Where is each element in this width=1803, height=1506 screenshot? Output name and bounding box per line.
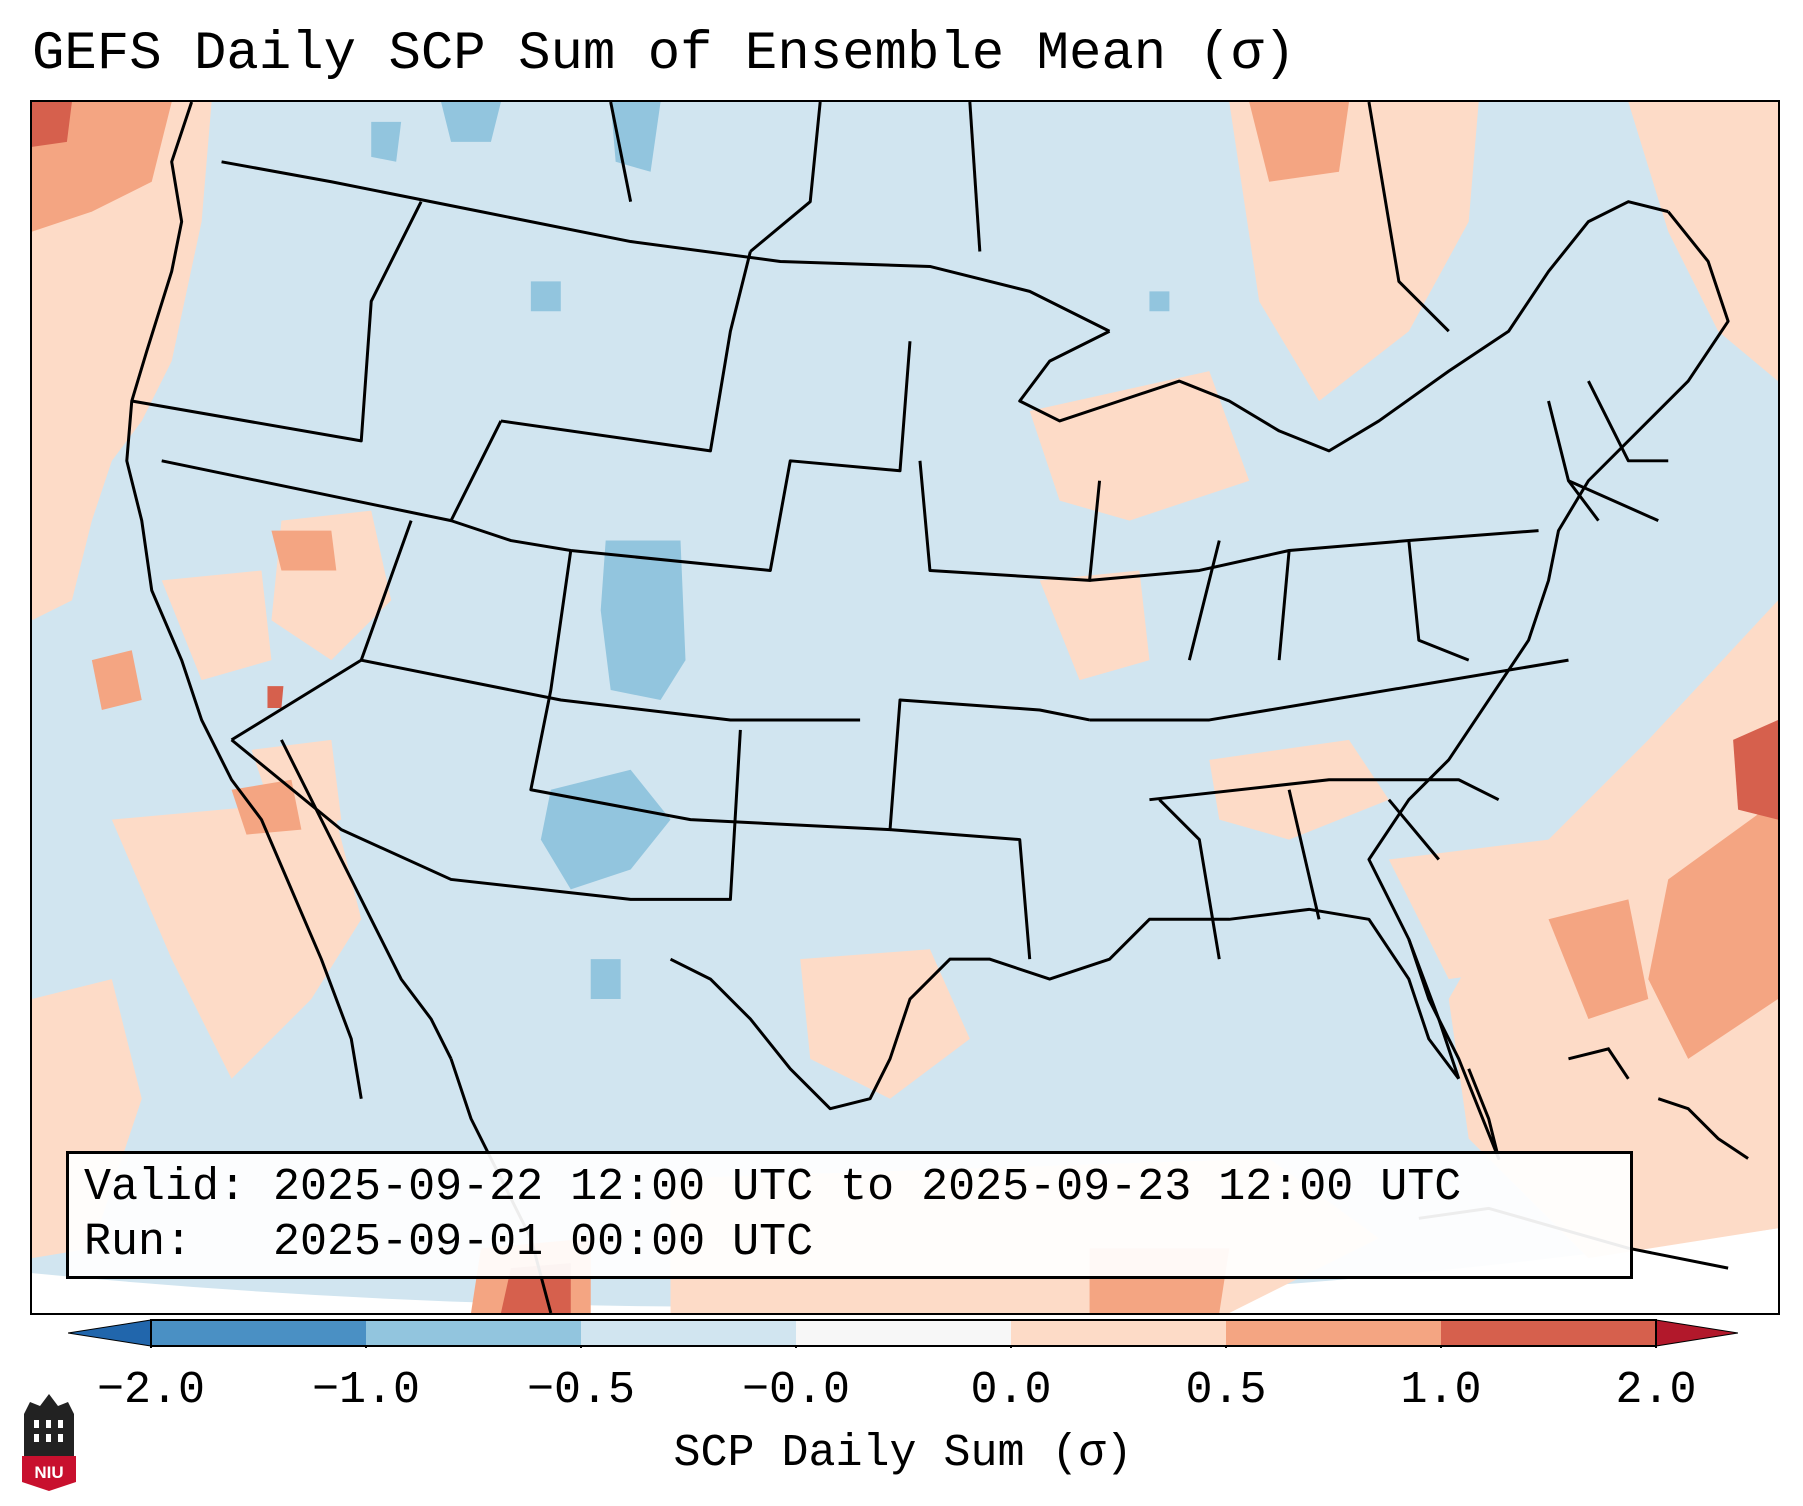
valid-time-range: 2025-09-22 12:00 UTC to 2025-09-23 12:00…	[273, 1162, 1462, 1213]
colorbar-tick-label: −2.0	[96, 1365, 206, 1416]
colorbar-segment-6	[1226, 1320, 1441, 1346]
colorbar-segment-3	[581, 1320, 796, 1346]
colorbar	[68, 1319, 1738, 1348]
colorbar-over-extension	[1655, 1319, 1738, 1347]
projection-edge	[32, 1228, 1778, 1313]
northeast-coast	[1367, 210, 1730, 1080]
great-lakes	[1018, 200, 1669, 453]
negative-anomaly-areas	[371, 102, 1170, 1000]
us-canada-border	[221, 160, 1111, 333]
niu-logo: NIU	[22, 1394, 76, 1491]
florida	[1407, 938, 1501, 1161]
gulf-coast	[669, 907, 1460, 1111]
colorbar-tick-label: 2.0	[1615, 1365, 1697, 1416]
map-panel	[30, 100, 1780, 1315]
colorbar-segment-5	[1011, 1320, 1226, 1346]
west-coast	[125, 102, 363, 1099]
colorbar-segment-7	[1441, 1320, 1656, 1346]
baja-peninsula	[280, 739, 453, 1060]
run-label: Run:	[84, 1217, 193, 1268]
colorbar-label: SCP Daily Sum (σ)	[673, 1428, 1133, 1479]
boundaries	[125, 102, 1730, 1313]
colorbar-tick-label: −1.0	[311, 1365, 421, 1416]
colorbar-segment-1	[151, 1320, 366, 1346]
run-time: 2025-09-01 00:00 UTC	[273, 1217, 814, 1268]
colorbar-tick-label: 0.5	[1185, 1365, 1267, 1416]
colorbar-tick-label: 0.0	[970, 1365, 1052, 1416]
colorbar-segment-2	[366, 1320, 581, 1346]
colorbar-tick-label: −0.5	[526, 1365, 636, 1416]
niu-logo-text: NIU	[34, 1463, 63, 1482]
validity-info-box: Valid: 2025-09-22 12:00 UTC to 2025-09-2…	[66, 1151, 1633, 1279]
map-canvas	[32, 102, 1778, 1313]
colorbar-tick-label: −0.0	[741, 1365, 851, 1416]
colorbar-segment-4	[796, 1320, 1011, 1346]
colorbar-under-extension	[68, 1319, 152, 1347]
valid-label: Valid:	[84, 1162, 247, 1213]
map-title: GEFS Daily SCP Sum of Ensemble Mean (σ)	[32, 24, 1296, 85]
colorbar-tick-label: 1.0	[1400, 1365, 1482, 1416]
